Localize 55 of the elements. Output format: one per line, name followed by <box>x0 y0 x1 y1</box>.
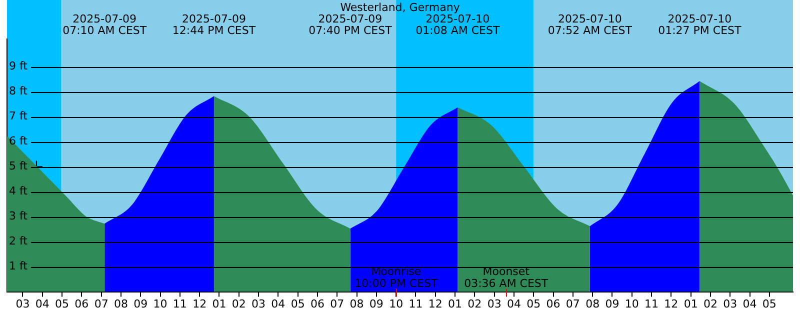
x-tick-label: 02 <box>468 297 482 310</box>
x-tick-label: 02 <box>703 297 718 310</box>
x2-tick-label: 2025-07-09 07:40 PM CEST <box>308 12 392 38</box>
x-tick-label: 03 <box>16 297 30 310</box>
y-tick-label: 2 ft <box>9 234 28 248</box>
x-tick-label: 03 <box>723 297 738 310</box>
y-tick-label: 7 ft <box>9 110 28 123</box>
x-tick-label: 10 <box>624 297 639 310</box>
x-tick-label: 04 <box>271 297 286 310</box>
x-tick-label: 04 <box>35 297 50 310</box>
x-tick-label: 12 <box>428 297 442 310</box>
x2-tick-label: 2025-07-09 12:44 PM CEST <box>172 12 256 38</box>
x-tick-label: 11 <box>408 297 423 310</box>
annotation: Moonrise 10:00 PM CEST <box>354 264 438 290</box>
x-tick-label: 06 <box>546 297 560 310</box>
x-tick-label: 01 <box>684 297 698 310</box>
x2-tick-label: 2025-07-10 01:27 PM CEST <box>658 12 742 38</box>
x-tick-label: 03 <box>487 297 502 310</box>
x-tick-label: 01 <box>448 297 462 310</box>
x-tick-label: 05 <box>762 297 776 310</box>
x-tick-label: 10 <box>389 297 404 310</box>
x-tick-label: 06 <box>74 297 89 310</box>
x2-tick-label: 2025-07-10 01:08 AM CEST <box>416 12 500 38</box>
x2-tick-label: 2025-07-09 07:10 AM CEST <box>62 12 147 38</box>
x-tick-label: 09 <box>369 297 384 310</box>
x-tick-label: 05 <box>290 297 305 310</box>
x-tick-label: 07 <box>330 297 344 310</box>
x-tick-label: 11 <box>172 297 187 310</box>
x-tick-label: 05 <box>526 297 541 310</box>
x-tick-label: 11 <box>644 297 659 310</box>
x-tick-label: 12 <box>664 297 678 310</box>
x-tick-label: 01 <box>212 297 226 310</box>
y-tick-label: 8 ft <box>9 84 28 98</box>
x-tick-label: 05 <box>55 297 70 310</box>
x-tick-label: 02 <box>232 297 246 310</box>
x-tick-label: 08 <box>350 297 364 310</box>
x-tick-label: 03 <box>252 297 266 310</box>
x-tick-label: 07 <box>94 297 108 310</box>
annotation: Moonset 03:36 AM CEST <box>464 264 548 290</box>
x-tick-label: 12 <box>192 297 207 310</box>
x-tick-label: 07 <box>566 297 580 310</box>
y-tick-label: 5 ft <box>9 160 28 173</box>
x-tick-label: 04 <box>506 297 521 310</box>
x-tick-label: 08 <box>114 297 128 310</box>
x-tick-label: 09 <box>134 297 148 310</box>
x-tick-label: 04 <box>742 297 757 310</box>
x-tick-label: 06 <box>310 297 324 310</box>
x-tick-label: 08 <box>586 297 600 310</box>
x-tick-label: 09 <box>605 297 620 310</box>
y-tick-label: 9 ft <box>9 59 28 72</box>
x-tick-label: 10 <box>153 297 168 310</box>
x2-tick-label: 2025-07-10 07:52 AM CEST <box>548 12 632 38</box>
y-tick-label: 3 ft <box>9 210 28 223</box>
y-tick-label: 1 ft <box>9 260 28 273</box>
y-tick-label: 4 ft <box>9 184 28 198</box>
